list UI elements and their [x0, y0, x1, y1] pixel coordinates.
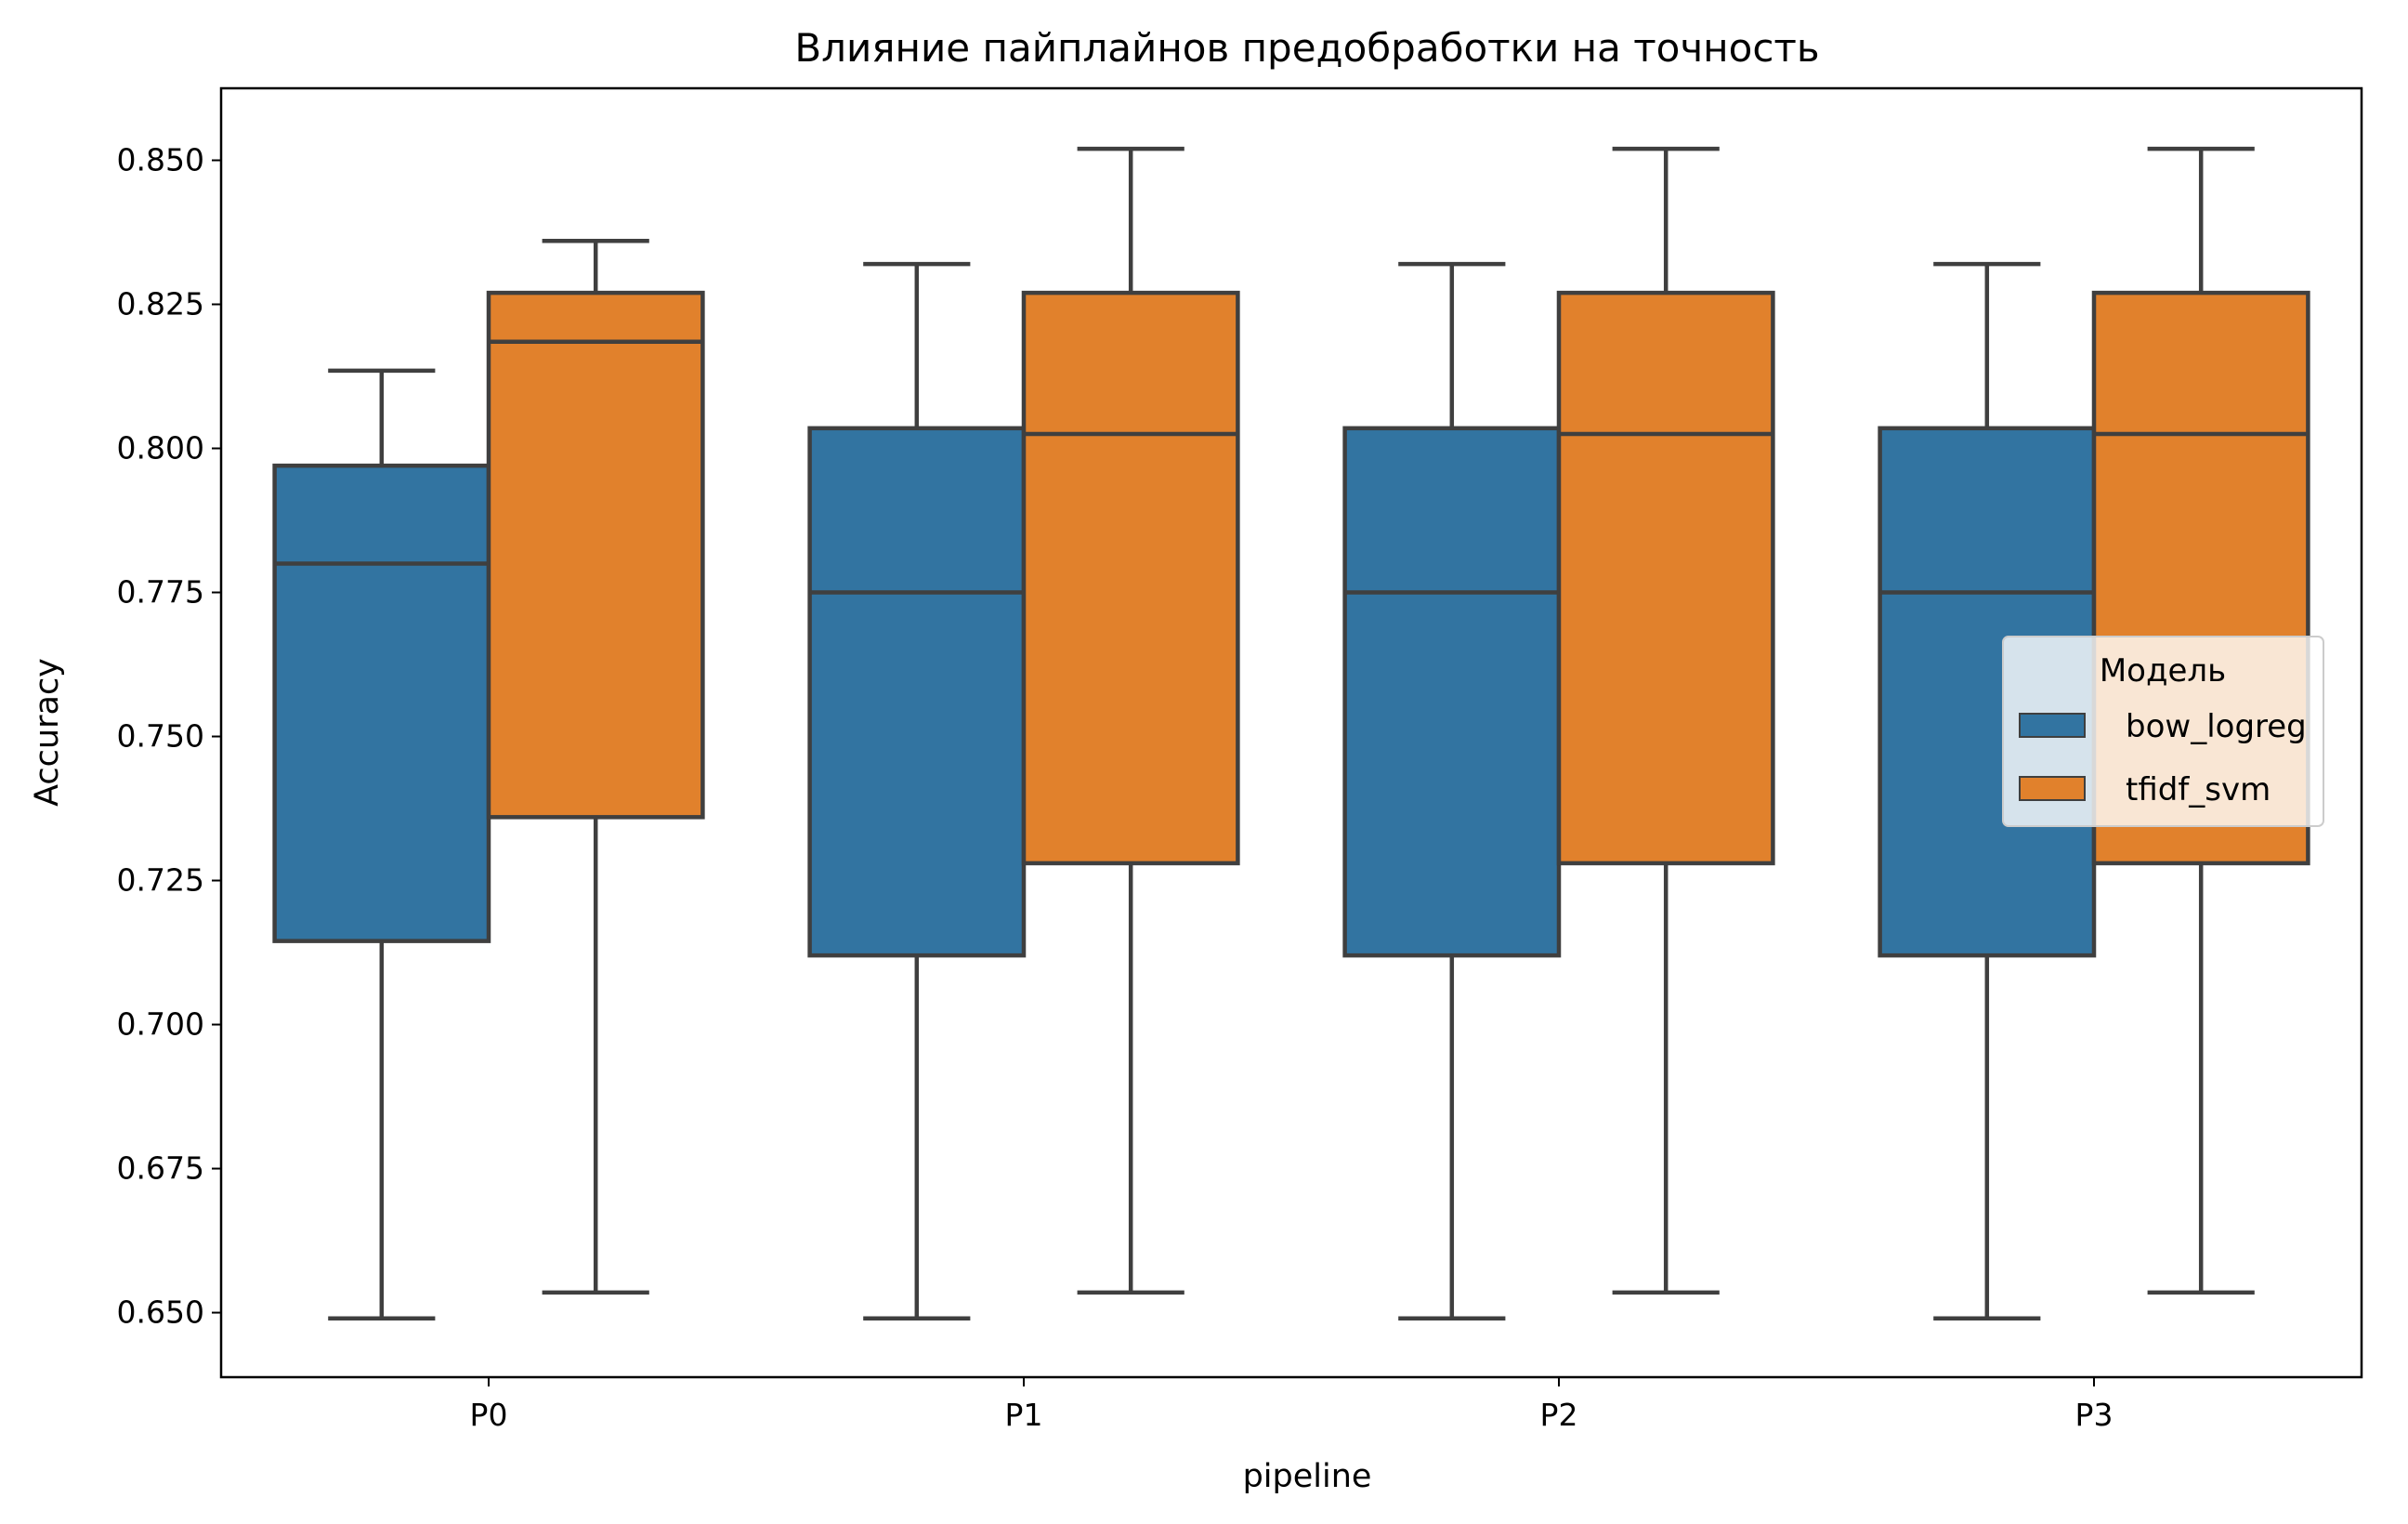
x-tick-label: P0: [470, 1397, 508, 1433]
box-group: [1556, 146, 1775, 1295]
x-axis: P0 P1 P2 P3: [470, 1377, 2114, 1433]
box-group: [1021, 146, 1240, 1295]
y-tick-label: 0.750: [117, 718, 204, 755]
box-iqr: [272, 463, 491, 943]
x-axis-label: pipeline: [1243, 1458, 1372, 1495]
y-tick-label: 0.825: [117, 286, 204, 322]
legend-title: Модель: [2100, 652, 2226, 690]
x-tick-label: P1: [1005, 1397, 1043, 1433]
x-tick-label: P2: [1540, 1397, 1578, 1433]
box-group: [272, 368, 491, 1321]
y-tick-label: 0.700: [117, 1006, 204, 1043]
legend-swatch-tfidf-svm: [2019, 776, 2086, 801]
y-tick-label: 0.675: [117, 1150, 204, 1187]
box-group: [807, 261, 1027, 1321]
y-tick-label: 0.800: [117, 430, 204, 466]
y-axis-label: Accuracy: [29, 658, 66, 807]
x-tick-label: P3: [2075, 1397, 2114, 1433]
y-tick-label: 0.725: [117, 862, 204, 899]
box-iqr: [1342, 426, 1562, 958]
legend-label-bow-logreg: bow_logreg: [2126, 708, 2307, 745]
box-iqr: [486, 290, 705, 820]
plot-frame: [219, 86, 2363, 1379]
legend: Модель bow_logreg tfidf_svm: [2002, 636, 2324, 827]
y-tick-label: 0.650: [117, 1294, 204, 1331]
box-iqr: [1556, 290, 1775, 866]
box-iqr: [807, 426, 1027, 958]
boxes-layer: [272, 146, 2310, 1321]
legend-label-tfidf-svm: tfidf_svm: [2126, 771, 2271, 808]
y-tick-label: 0.850: [117, 142, 204, 178]
y-tick-label: 0.775: [117, 574, 204, 611]
chart-title: Влияние пайплайнов предобработки на точн…: [794, 25, 1819, 71]
legend-swatch-bow-logreg: [2019, 713, 2086, 738]
box-group: [1342, 261, 1562, 1321]
box-group: [486, 239, 705, 1295]
box-iqr: [1021, 290, 1240, 866]
y-axis: 0.650 0.675 0.700 0.725 0.750 0.775 0.800 0.825…: [117, 142, 221, 1331]
